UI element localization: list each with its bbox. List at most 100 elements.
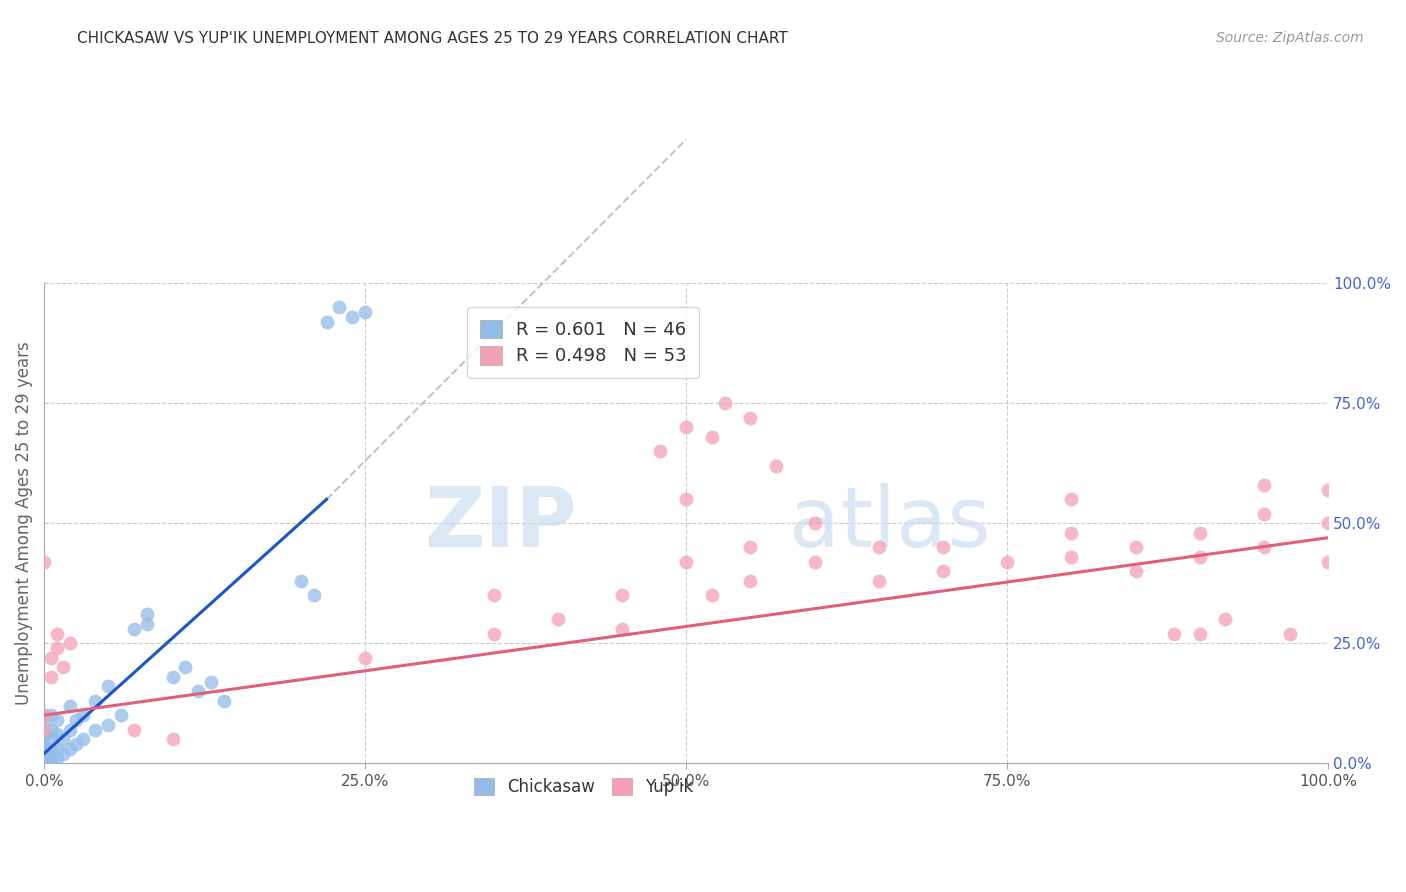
- Point: [740, 410, 762, 425]
- Point: [46, 741, 69, 756]
- Text: CHICKASAW VS YUP'IK UNEMPLOYMENT AMONG AGES 25 TO 29 YEARS CORRELATION CHART: CHICKASAW VS YUP'IK UNEMPLOYMENT AMONG A…: [77, 31, 789, 46]
- Point: [39, 756, 62, 771]
- Point: [46, 727, 69, 741]
- Point: [803, 516, 825, 531]
- Point: [1188, 549, 1211, 564]
- Point: [187, 684, 209, 698]
- Point: [315, 315, 337, 329]
- Point: [1215, 612, 1237, 626]
- Point: [84, 694, 107, 708]
- Point: [765, 458, 787, 473]
- Point: [1125, 541, 1147, 555]
- Point: [342, 310, 364, 324]
- Point: [174, 660, 197, 674]
- Point: [1317, 483, 1340, 497]
- Point: [1253, 507, 1275, 521]
- Point: [46, 640, 69, 655]
- Point: [32, 756, 55, 771]
- Point: [39, 751, 62, 765]
- Point: [59, 723, 82, 737]
- Point: [135, 617, 157, 632]
- Text: ZIP: ZIP: [425, 483, 576, 564]
- Legend: Chickasaw, Yup'ik: Chickasaw, Yup'ik: [467, 772, 700, 803]
- Point: [122, 622, 145, 636]
- Text: atlas: atlas: [789, 483, 991, 564]
- Point: [1163, 626, 1185, 640]
- Point: [162, 732, 184, 747]
- Point: [354, 650, 377, 665]
- Point: [39, 723, 62, 737]
- Point: [39, 741, 62, 756]
- Point: [650, 444, 672, 458]
- Point: [162, 670, 184, 684]
- Point: [32, 751, 55, 765]
- Point: [1060, 549, 1083, 564]
- Point: [32, 741, 55, 756]
- Point: [868, 574, 890, 588]
- Point: [46, 713, 69, 727]
- Point: [39, 708, 62, 723]
- Point: [932, 564, 955, 578]
- Point: [135, 607, 157, 622]
- Point: [1278, 626, 1301, 640]
- Point: [65, 713, 87, 727]
- Point: [32, 723, 55, 737]
- Point: [59, 636, 82, 650]
- Point: [740, 541, 762, 555]
- Point: [675, 420, 697, 434]
- Point: [354, 305, 377, 319]
- Point: [32, 718, 55, 732]
- Point: [1060, 492, 1083, 507]
- Point: [52, 732, 75, 747]
- Point: [52, 747, 75, 761]
- Point: [740, 574, 762, 588]
- Point: [1125, 564, 1147, 578]
- Point: [932, 541, 955, 555]
- Point: [803, 555, 825, 569]
- Point: [675, 555, 697, 569]
- Point: [1188, 626, 1211, 640]
- Point: [32, 708, 55, 723]
- Point: [995, 555, 1018, 569]
- Point: [97, 679, 120, 693]
- Point: [700, 588, 723, 602]
- Point: [46, 751, 69, 765]
- Point: [32, 555, 55, 569]
- Point: [72, 732, 94, 747]
- Point: [1253, 541, 1275, 555]
- Point: [610, 588, 633, 602]
- Point: [122, 723, 145, 737]
- Point: [32, 708, 55, 723]
- Point: [39, 670, 62, 684]
- Point: [1253, 478, 1275, 492]
- Point: [1188, 525, 1211, 540]
- Y-axis label: Unemployment Among Ages 25 to 29 years: Unemployment Among Ages 25 to 29 years: [15, 342, 32, 706]
- Point: [328, 301, 350, 315]
- Point: [39, 732, 62, 747]
- Point: [32, 747, 55, 761]
- Text: Source: ZipAtlas.com: Source: ZipAtlas.com: [1216, 31, 1364, 45]
- Point: [52, 660, 75, 674]
- Point: [65, 737, 87, 751]
- Point: [713, 396, 735, 410]
- Point: [32, 732, 55, 747]
- Point: [97, 718, 120, 732]
- Point: [482, 626, 505, 640]
- Point: [868, 541, 890, 555]
- Point: [302, 588, 325, 602]
- Point: [1060, 525, 1083, 540]
- Point: [84, 723, 107, 737]
- Point: [110, 708, 132, 723]
- Point: [675, 492, 697, 507]
- Point: [72, 708, 94, 723]
- Point: [200, 674, 222, 689]
- Point: [59, 698, 82, 713]
- Point: [59, 741, 82, 756]
- Point: [32, 727, 55, 741]
- Point: [547, 612, 569, 626]
- Point: [1317, 516, 1340, 531]
- Point: [1317, 555, 1340, 569]
- Point: [610, 622, 633, 636]
- Point: [212, 694, 235, 708]
- Point: [32, 754, 55, 768]
